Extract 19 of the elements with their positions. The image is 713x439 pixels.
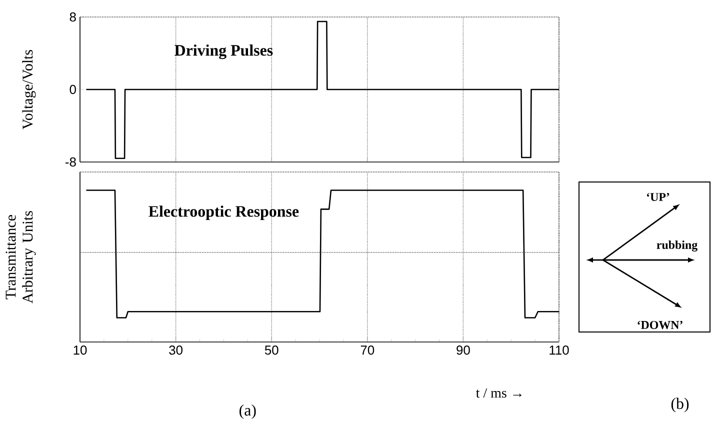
x-tick-label: 70 xyxy=(360,346,374,355)
x-tick-label: 10 xyxy=(74,346,87,355)
x-tick-label: 110 xyxy=(550,346,569,355)
text: rubbing xyxy=(656,240,698,252)
y-axis-title: Voltage/Volts xyxy=(22,50,36,130)
x-axis-title: t / ms → xyxy=(476,388,522,398)
text: (b) xyxy=(671,398,689,412)
text: Driving Pulses xyxy=(174,44,273,60)
x-tick-label: 90 xyxy=(456,346,470,355)
x-tick-label: 30 xyxy=(169,346,182,355)
y-axis-title: Transmittance Arbitrary Units xyxy=(6,211,36,304)
text: ‘UP’ xyxy=(646,192,670,202)
y-tick-label: 8 xyxy=(70,12,76,22)
text: (a) xyxy=(240,404,256,419)
x-tick-label: 50 xyxy=(264,346,278,355)
text: Electrooptic Response xyxy=(148,206,299,220)
text: ‘DOWN’ xyxy=(638,320,682,330)
y-tick-label: 0 xyxy=(70,84,76,94)
y-tick-label: -8 xyxy=(66,157,76,167)
